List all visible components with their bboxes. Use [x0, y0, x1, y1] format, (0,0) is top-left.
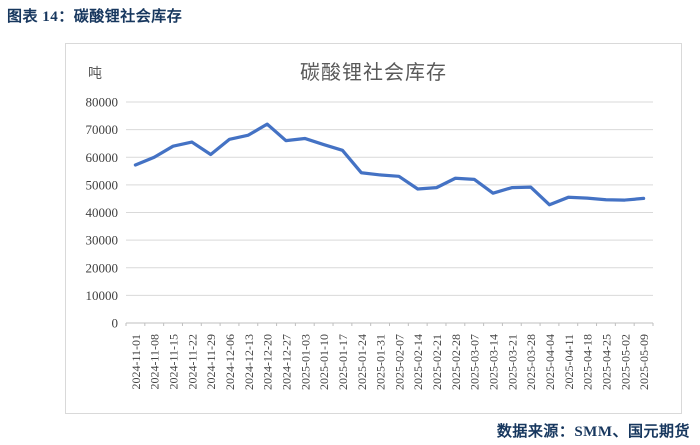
data-source: 数据来源：SMM、国元期货 [496, 424, 690, 440]
x-tick-label: 2025-04-18 [581, 334, 595, 390]
x-tick-label: 2024-12-20 [261, 334, 275, 390]
x-tick-label: 2025-02-14 [411, 334, 425, 390]
x-tick-label: 2025-01-10 [317, 334, 331, 390]
x-tick-label: 2025-01-17 [336, 334, 350, 390]
y-axis-unit-label: 吨 [88, 67, 102, 82]
x-tick-label: 2025-04-04 [543, 334, 557, 390]
y-tick-label: 80000 [86, 95, 119, 110]
x-tick-label: 2025-02-21 [430, 334, 444, 390]
y-tick-label: 40000 [86, 205, 119, 220]
y-tick-label: 0 [112, 316, 119, 331]
x-tick-label: 2025-04-11 [562, 334, 576, 390]
x-tick-label: 2025-03-21 [505, 334, 519, 390]
x-tick-label: 2024-11-29 [204, 334, 218, 390]
x-tick-label: 2025-03-07 [468, 334, 482, 390]
x-tick-label: 2025-01-31 [374, 334, 388, 390]
x-tick-label: 2025-05-02 [618, 334, 632, 390]
x-tick-label: 2024-12-13 [242, 334, 256, 390]
x-tick-label: 2025-01-24 [355, 334, 369, 390]
x-tick-label: 2024-12-27 [279, 334, 293, 390]
y-tick-label: 60000 [86, 150, 119, 165]
chart: 碳酸锂社会库存 吨 0 10000 20000 30000 40000 50000 6000… [65, 43, 682, 414]
chart-canvas: 0 10000 20000 30000 40000 50000 60000 70000 8000… [86, 95, 654, 390]
x-tick-label: 2025-05-09 [637, 334, 651, 390]
y-tick-label: 70000 [86, 122, 119, 137]
inventory-line-series [133, 122, 646, 207]
y-tick-label: 30000 [86, 233, 119, 248]
x-tick-label: 2025-02-28 [449, 334, 463, 390]
x-tick-label: 2025-04-25 [599, 334, 613, 390]
x-tick-label: 2024-11-01 [129, 334, 143, 390]
x-tick-label: 2025-02-07 [392, 334, 406, 390]
x-tick-label: 2025-01-03 [298, 334, 312, 390]
figure-caption: 图表 14：碳酸锂社会库存 [7, 9, 183, 25]
x-tick-label: 2024-12-06 [223, 334, 237, 390]
chart-title: 碳酸锂社会库存 [300, 62, 447, 84]
y-tick-label: 20000 [86, 260, 119, 275]
x-tick-label: 2024-11-08 [148, 334, 162, 390]
x-tick-label: 2025-03-28 [524, 334, 538, 390]
y-tick-label: 50000 [86, 177, 119, 192]
x-tick-label: 2024-11-22 [185, 334, 199, 390]
x-tick-label: 2024-11-15 [167, 334, 181, 390]
x-tick-label: 2025-03-14 [487, 334, 501, 390]
y-tick-label: 10000 [86, 288, 119, 303]
